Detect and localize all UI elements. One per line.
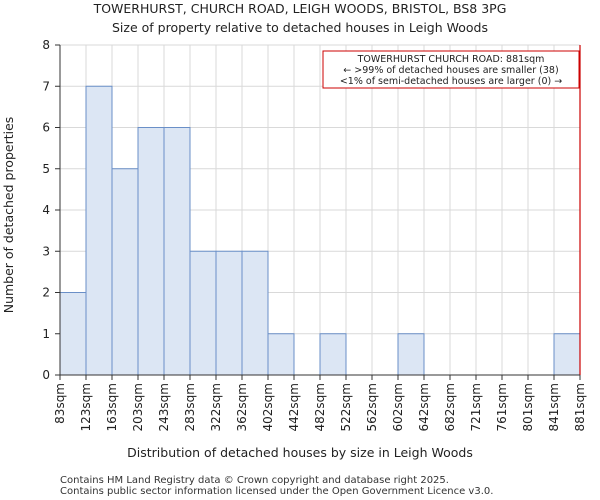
x-tick-label: 761sqm: [495, 383, 509, 431]
x-tick-label: 801sqm: [521, 383, 535, 431]
x-tick-label: 642sqm: [417, 383, 431, 431]
x-tick-label: 83sqm: [53, 383, 67, 424]
footer-line-2: Contains public sector information licen…: [60, 486, 493, 497]
x-tick-label: 682sqm: [443, 383, 457, 431]
bar-402sqm: [267, 333, 295, 376]
y-tick-label: 1: [42, 327, 50, 341]
x-tick-label: 123sqm: [79, 383, 93, 431]
x-tick-label: 522sqm: [339, 383, 353, 431]
x-tick-label: 721sqm: [469, 383, 483, 431]
x-tick-label: 283sqm: [183, 383, 197, 431]
y-tick-label: 5: [42, 162, 50, 176]
bar-482sqm: [319, 333, 347, 376]
annotation-line-1: TOWERHURST CHURCH ROAD: 881sqm: [357, 54, 545, 65]
x-tick-label: 163sqm: [105, 383, 119, 431]
y-axis-ticks: 0 1 2 3 4 5 6 7 8: [42, 38, 60, 382]
bar-203sqm: [137, 127, 165, 376]
bar-322sqm: [215, 250, 243, 376]
y-tick-label: 3: [42, 244, 50, 258]
y-tick-label: 8: [42, 38, 50, 52]
annotation-line-2: ← >99% of detached houses are smaller (3…: [343, 65, 558, 76]
x-tick-label: 881sqm: [573, 383, 587, 431]
y-tick-label: 7: [42, 79, 50, 93]
bar-83sqm: [59, 292, 87, 376]
y-tick-label: 2: [42, 286, 50, 300]
bar-163sqm: [111, 168, 139, 376]
bar-841sqm: [553, 333, 581, 376]
x-tick-label: 362sqm: [235, 383, 249, 431]
x-tick-label: 562sqm: [365, 383, 379, 431]
bars: [59, 85, 581, 376]
chart-title: TOWERHURST, CHURCH ROAD, LEIGH WOODS, BR…: [93, 1, 507, 16]
x-tick-label: 841sqm: [547, 383, 561, 431]
annotation-box: [322, 50, 580, 89]
bar-123sqm: [85, 85, 113, 376]
bar-362sqm: [241, 250, 269, 376]
annotation-line-3: <1% of semi-detached houses are larger (…: [340, 76, 562, 87]
x-axis-label: Distribution of detached houses by size …: [127, 445, 473, 460]
footer-line-1: Contains HM Land Registry data © Crown c…: [60, 475, 449, 486]
x-tick-label: 442sqm: [287, 383, 301, 431]
chart-subtitle: Size of property relative to detached ho…: [112, 20, 488, 35]
x-tick-label: 602sqm: [391, 383, 405, 431]
bar-283sqm: [189, 250, 217, 376]
x-tick-label: 402sqm: [261, 383, 275, 431]
x-tick-label: 243sqm: [157, 383, 171, 431]
x-axis-ticks: 83sqm 123sqm 163sqm 203sqm 243sqm 283sqm 322sq…: [53, 375, 587, 431]
y-tick-label: 0: [42, 368, 50, 382]
y-axis-label: Number of detached properties: [1, 117, 16, 314]
x-tick-label: 482sqm: [313, 383, 327, 431]
y-tick-label: 6: [42, 121, 50, 135]
y-tick-label: 4: [42, 203, 50, 217]
x-tick-label: 322sqm: [209, 383, 223, 431]
bar-243sqm: [163, 127, 191, 376]
x-tick-label: 203sqm: [131, 383, 145, 431]
bar-602sqm: [397, 333, 425, 376]
